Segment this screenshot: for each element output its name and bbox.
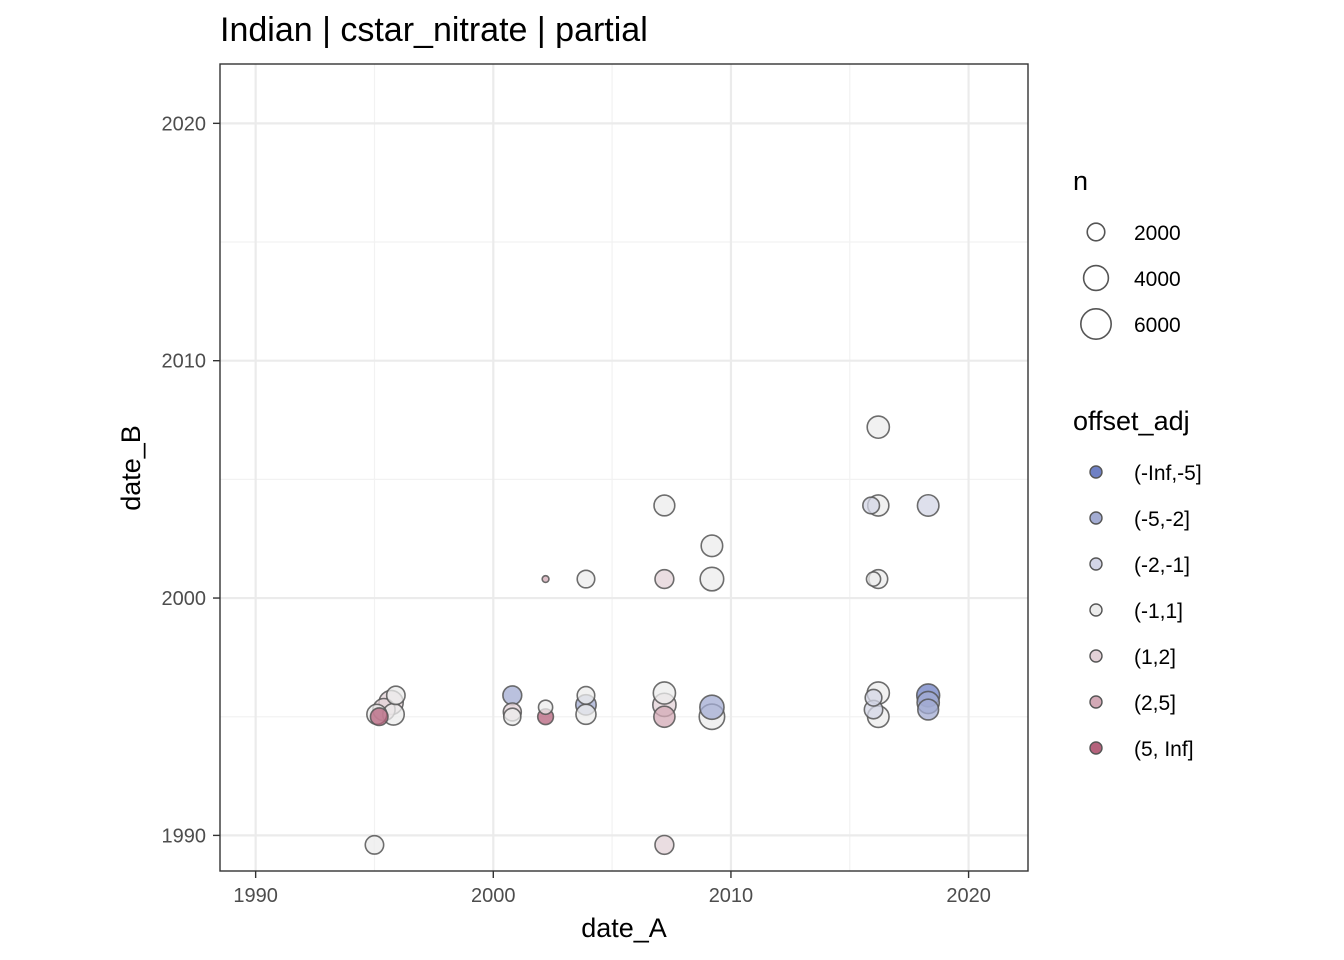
scatter-point <box>654 834 675 856</box>
size-legend-label: 4000 <box>1134 268 1181 291</box>
color-legend-key <box>1089 649 1103 663</box>
x-axis-title: date_A <box>581 913 667 943</box>
y-tick-label: 1990 <box>162 825 207 847</box>
scatter-point <box>866 415 891 440</box>
color-legend: offset_adj (-Inf,-5] (-5,-2] (-2,-1] (-1,1]… <box>1073 406 1202 761</box>
color-legend-label: (-1,1] <box>1134 600 1183 623</box>
x-tick-label: 2000 <box>471 885 516 907</box>
color-legend-key <box>1089 603 1103 617</box>
scatter-point <box>654 568 675 590</box>
scatter-point <box>541 574 550 584</box>
size-legend-key <box>1082 264 1110 292</box>
scatter-point <box>652 681 677 705</box>
scatter-point <box>653 494 676 517</box>
color-legend-label: (2,5] <box>1134 692 1176 715</box>
scatter-point <box>576 685 596 705</box>
color-legend-key <box>1089 741 1103 755</box>
scatter-point <box>575 703 597 726</box>
color-legend-label: (1,2] <box>1134 646 1176 669</box>
color-legend-label: (-5,-2] <box>1134 508 1190 531</box>
size-legend-key <box>1086 222 1106 242</box>
y-tick-label: 2000 <box>162 588 207 610</box>
scatter-point <box>865 571 882 587</box>
color-legend-label: (-Inf,-5] <box>1134 462 1202 485</box>
scatter-point <box>916 493 940 518</box>
y-tick-label: 2010 <box>162 351 207 373</box>
plot-border <box>219 63 1029 872</box>
color-legend-key <box>1089 465 1103 479</box>
y-axis: 1990 2000 2010 2020 <box>162 113 220 847</box>
grid-minor <box>220 64 1028 871</box>
grid-major <box>220 64 1028 871</box>
scatter-point <box>369 707 389 727</box>
scatter-point <box>364 834 385 855</box>
scatter-point <box>385 685 406 706</box>
color-legend-label: (-2,-1] <box>1134 554 1190 577</box>
scatter-point <box>917 698 940 721</box>
x-tick-label: 2010 <box>709 885 754 907</box>
size-legend-label: 2000 <box>1134 222 1181 245</box>
scatter-point <box>699 566 725 592</box>
x-axis: 1990 2000 2010 2020 <box>233 871 991 907</box>
scatter-point <box>502 685 523 706</box>
plot-panel <box>220 64 1028 871</box>
scatter-point <box>576 569 596 589</box>
scatter-point <box>502 707 522 727</box>
color-legend-key <box>1089 511 1103 525</box>
scatter-point <box>653 705 676 729</box>
y-axis-title: date_B <box>116 425 146 511</box>
y-tick-label: 2020 <box>162 113 207 135</box>
scatter-point <box>700 534 724 558</box>
size-legend-title: n <box>1073 166 1088 196</box>
color-legend-key <box>1089 557 1103 571</box>
scatter-point <box>537 699 554 716</box>
scatter-point <box>699 694 725 721</box>
chart-title: Indian | cstar_nitrate | partial <box>220 11 648 49</box>
x-tick-label: 2020 <box>946 885 991 907</box>
color-legend-title: offset_adj <box>1073 406 1190 436</box>
color-legend-key <box>1089 695 1103 709</box>
size-legend-label: 6000 <box>1134 314 1181 337</box>
x-tick-label: 1990 <box>233 885 278 907</box>
scatter-point <box>862 496 881 515</box>
size-legend: n 2000 4000 6000 <box>1073 166 1181 340</box>
data-points <box>364 415 941 856</box>
size-legend-key <box>1080 308 1112 340</box>
color-legend-label: (5, Inf] <box>1134 738 1194 761</box>
scatter-point <box>864 688 883 707</box>
